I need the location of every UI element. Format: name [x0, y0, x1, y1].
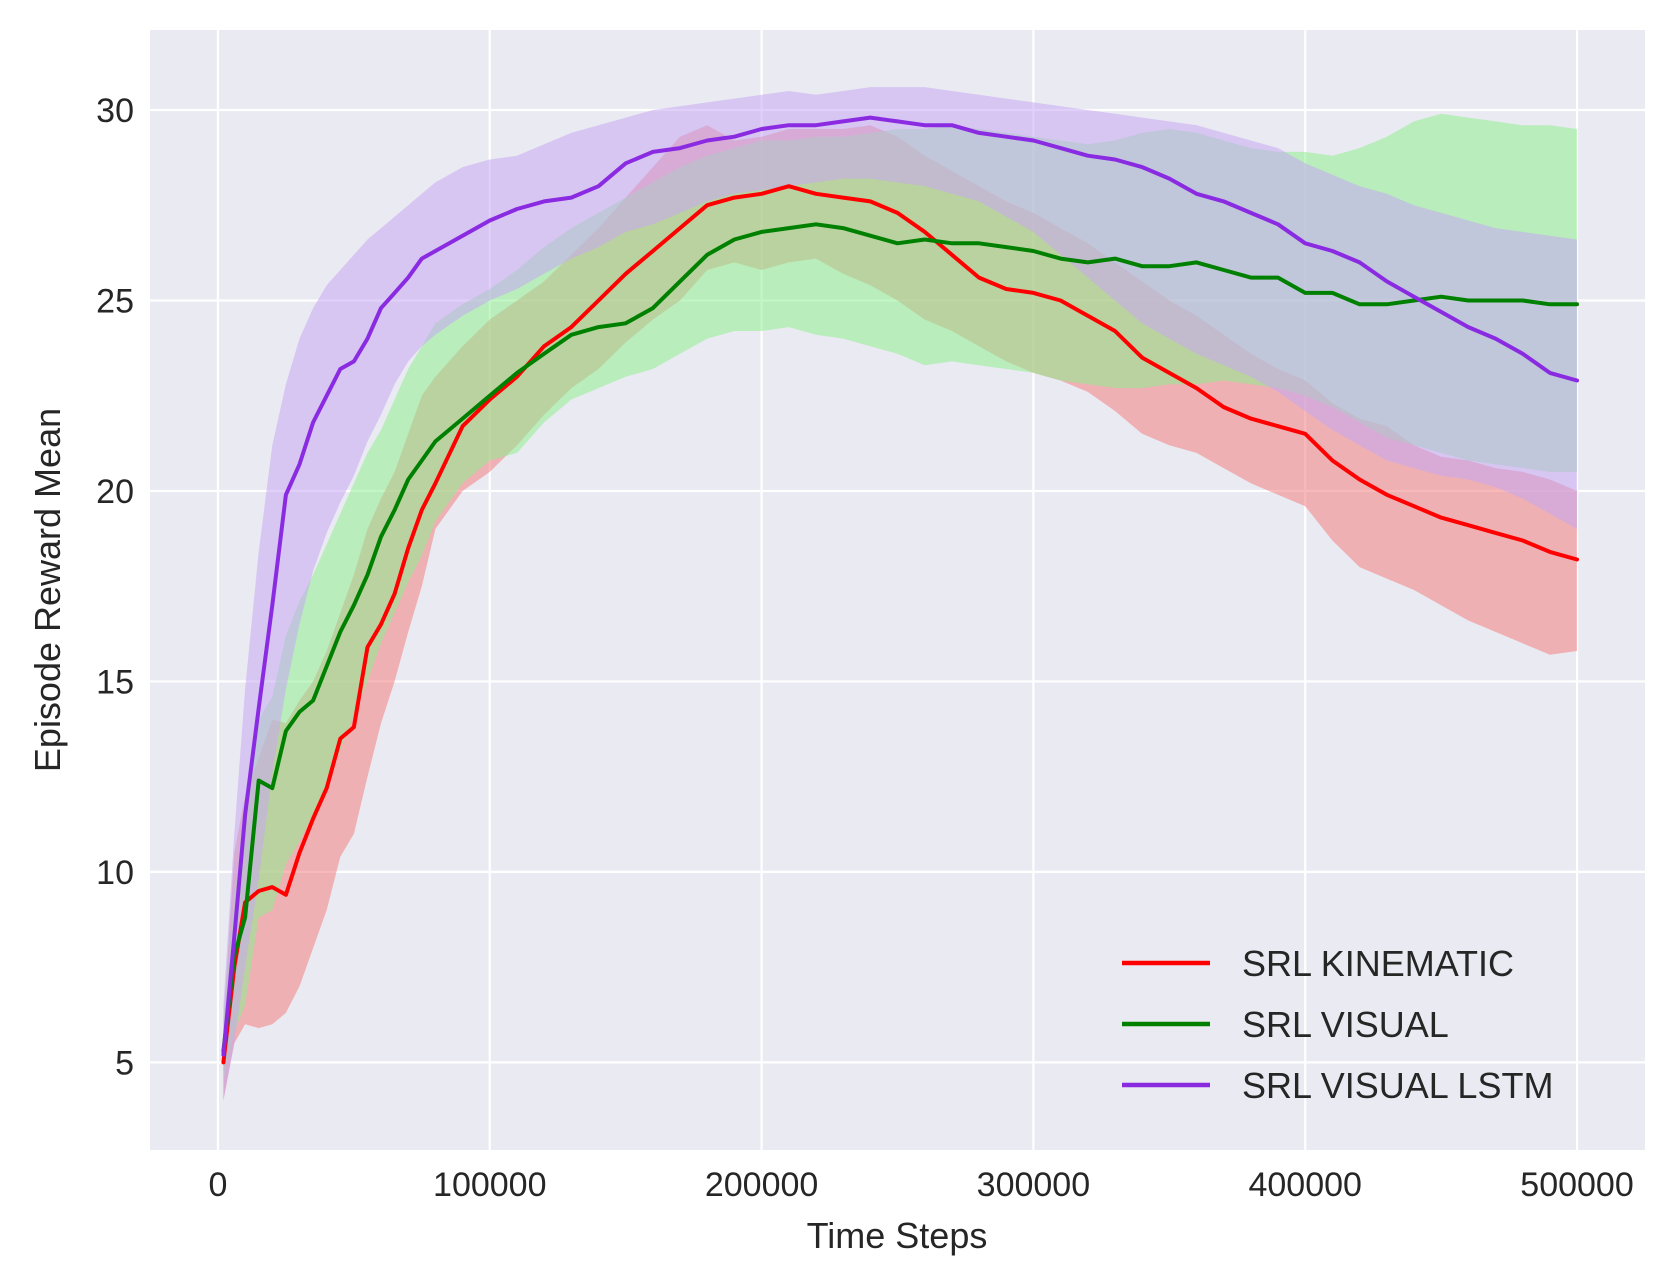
srl-kinematic-line — [221, 184, 1579, 1065]
srl-visual-line — [221, 222, 1579, 1053]
y-axis-label: Episode Reward Mean — [27, 408, 68, 772]
x-tick-labels: 0 100000 200000 300000 400000 500000 — [208, 1166, 1633, 1204]
y-tick-labels: 5 10 15 20 25 30 — [96, 92, 134, 1082]
y-tick-label: 30 — [96, 92, 134, 130]
srl-visual-lstm-line — [221, 115, 1579, 1057]
x-tick-label: 0 — [208, 1166, 227, 1204]
series-lines — [221, 115, 1579, 1065]
y-tick-label: 25 — [96, 282, 134, 320]
x-tick-label: 500000 — [1520, 1166, 1633, 1204]
srl-visual-lstm-band — [223, 87, 1577, 1101]
x-tick-label: 100000 — [433, 1166, 546, 1204]
legend-entry: SRL VISUAL — [1242, 1004, 1449, 1045]
y-tick-label: 10 — [96, 854, 134, 892]
x-axis-label: Time Steps — [807, 1215, 988, 1256]
y-tick-label: 15 — [96, 663, 134, 701]
x-tick-label: 300000 — [977, 1166, 1090, 1204]
legend-entry: SRL VISUAL LSTM — [1242, 1065, 1553, 1106]
legend-entry: SRL KINEMATIC — [1242, 943, 1514, 984]
legend: SRL KINEMATIC SRL VISUAL SRL VISUAL LSTM — [1122, 943, 1553, 1106]
x-tick-label: 400000 — [1248, 1166, 1361, 1204]
y-tick-label: 5 — [115, 1044, 134, 1082]
y-tick-label: 20 — [96, 473, 134, 511]
x-tick-label: 200000 — [705, 1166, 818, 1204]
confidence-bands — [223, 87, 1577, 1101]
